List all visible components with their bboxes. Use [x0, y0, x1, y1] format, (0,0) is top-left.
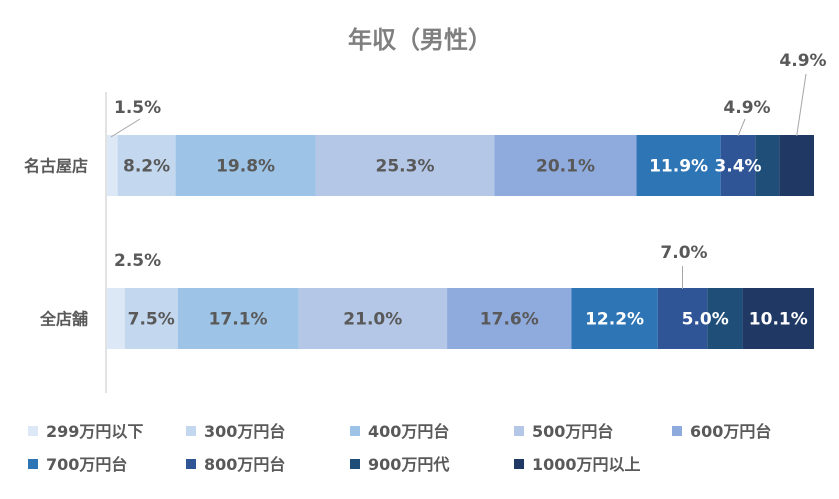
bar-segment	[107, 135, 118, 196]
legend-label: 900万円代	[368, 455, 449, 474]
bar-segment	[657, 288, 708, 349]
legend-swatch	[672, 426, 682, 436]
legend-swatch	[350, 426, 360, 436]
bar-segment	[175, 135, 316, 196]
legend-label: 300万円台	[204, 422, 285, 441]
bar-segment	[571, 288, 658, 349]
data-label: 21.0%	[343, 310, 402, 330]
category-label: 全店舗	[39, 310, 88, 329]
legend: 299万円以下 300万円台 400万円台 500万円台 600万円台 700万円台 800…	[28, 422, 771, 474]
data-label: 17.6%	[480, 310, 539, 330]
legend-label: 500万円台	[532, 422, 613, 441]
bar-segment	[707, 288, 743, 349]
data-label: 8.2%	[123, 157, 170, 177]
legend-label: 1000万円以上	[532, 455, 641, 474]
data-label: 5.0%	[682, 310, 729, 330]
legend-label: 600万円台	[690, 422, 771, 441]
bar-segment	[636, 135, 721, 196]
leader-line	[737, 118, 746, 137]
legend-swatch	[350, 459, 360, 469]
data-label: 11.9%	[649, 157, 708, 177]
legend-swatch	[514, 426, 524, 436]
chart-title: 年収（男性）	[348, 26, 492, 54]
data-label: 10.1%	[749, 310, 808, 330]
data-label: 4.9%	[779, 51, 826, 71]
data-labels: 1.5% 8.2% 19.8% 25.3% 20.1% 11.9% 4.9% 3.4% 4.9%…	[110, 51, 827, 330]
legend-label: 800万円台	[204, 455, 285, 474]
bar-segment	[494, 135, 637, 196]
legend-swatch	[186, 426, 196, 436]
legend-swatch	[28, 459, 38, 469]
bar-segment	[779, 135, 814, 196]
legend-label: 299万円以下	[46, 422, 143, 441]
legend-swatch	[28, 426, 38, 436]
bar-segment	[315, 135, 495, 196]
legend-swatch	[514, 459, 524, 469]
data-label: 19.8%	[216, 157, 275, 177]
legend-label: 400万円台	[368, 422, 449, 441]
bar-segment	[447, 288, 572, 349]
bar-segment	[720, 135, 756, 196]
leader-line	[796, 73, 807, 137]
data-label: 2.5%	[114, 251, 161, 271]
bar-segment	[298, 288, 448, 349]
bar-segment	[177, 288, 299, 349]
data-label: 7.0%	[660, 243, 707, 263]
bar-segment	[107, 288, 125, 349]
category-label: 名古屋店	[24, 157, 88, 176]
legend-label: 700万円台	[46, 455, 127, 474]
bar-segment	[124, 288, 178, 349]
leader-line	[110, 118, 141, 138]
bar-segment	[742, 288, 814, 349]
data-label: 20.1%	[536, 157, 595, 177]
data-label: 3.4%	[714, 157, 761, 177]
bar-segment	[117, 135, 176, 196]
bar-segment	[755, 135, 780, 196]
legend-swatch	[186, 459, 196, 469]
data-label: 12.2%	[585, 310, 644, 330]
bars	[107, 135, 814, 349]
data-label: 4.9%	[723, 98, 770, 118]
data-label: 25.3%	[376, 157, 435, 177]
data-label: 17.1%	[209, 310, 268, 330]
data-label: 1.5%	[114, 98, 161, 118]
data-label: 7.5%	[128, 310, 175, 330]
